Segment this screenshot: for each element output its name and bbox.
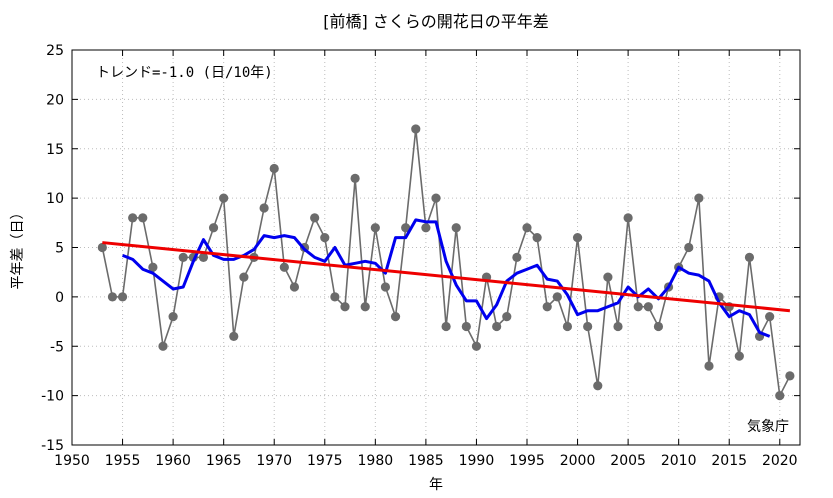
annual-point xyxy=(653,321,664,332)
annual-point xyxy=(441,321,451,332)
source-label: 気象庁 xyxy=(747,419,789,435)
annual-point xyxy=(694,193,704,203)
x-tick-label: 1995 xyxy=(509,453,545,469)
annual-point xyxy=(744,252,755,262)
annual-point xyxy=(279,262,289,272)
annual-point xyxy=(138,213,148,223)
annual-point xyxy=(492,321,502,332)
y-axis: -15 -10 -5 0 5 10 15 20 25 xyxy=(41,43,800,454)
annual-point xyxy=(330,292,340,302)
annual-point xyxy=(401,223,411,233)
y-tick-label: 5 xyxy=(55,241,64,257)
y-tick-label: 20 xyxy=(46,92,64,108)
annual-point xyxy=(583,321,593,332)
annual-point xyxy=(542,302,552,312)
annual-point xyxy=(178,252,188,262)
x-tick-label: 1985 xyxy=(408,453,444,469)
annual-point xyxy=(421,223,431,233)
annual-point xyxy=(350,173,360,183)
annual-point xyxy=(603,272,613,282)
annual-point xyxy=(613,321,623,332)
x-axis-label: 年 xyxy=(429,477,443,493)
annual-point xyxy=(765,312,775,322)
annual-point xyxy=(239,272,249,282)
annual-point xyxy=(370,223,380,233)
annual-point xyxy=(289,282,300,292)
annual-point xyxy=(360,302,370,312)
annual-point xyxy=(684,242,694,253)
trend-annotation: トレンド=-1.0 (日/10年) xyxy=(96,65,273,81)
x-axis: 1950 1955 1960 1965 1970 1975 1980 1985 1990 1995… xyxy=(54,50,798,469)
y-tick-label: -15 xyxy=(41,438,64,454)
x-tick-label: 2005 xyxy=(610,453,646,469)
y-tick-label: 25 xyxy=(46,43,64,59)
annual-point xyxy=(633,302,643,312)
annual-point xyxy=(471,341,482,351)
annual-point xyxy=(208,223,219,233)
trend-line xyxy=(102,241,791,313)
moving-average-line xyxy=(122,218,771,338)
annual-point xyxy=(229,331,239,341)
x-tick-label: 2015 xyxy=(711,453,747,469)
trend-series xyxy=(102,241,791,313)
annual-point xyxy=(97,242,107,253)
annual-point xyxy=(380,282,391,292)
annual-point xyxy=(785,371,795,381)
x-tick-label: 2020 xyxy=(762,453,798,469)
y-tick-label: 10 xyxy=(46,191,64,207)
annual-point xyxy=(411,124,421,134)
annual-point xyxy=(158,341,168,351)
annual-point xyxy=(198,252,209,262)
annual-point xyxy=(512,252,522,262)
annual-point xyxy=(390,312,401,322)
x-tick-label: 1950 xyxy=(54,453,90,469)
annual-point xyxy=(522,223,532,233)
y-axis-label: 平年差（日） xyxy=(10,206,26,290)
annual-point xyxy=(259,203,269,213)
annual-point xyxy=(572,233,583,243)
annual-point xyxy=(623,213,633,223)
annual-point xyxy=(451,223,461,233)
annual-point xyxy=(148,262,158,272)
annual-point xyxy=(219,193,229,203)
annual-point xyxy=(117,292,128,302)
annual-point xyxy=(562,321,573,332)
annual-point xyxy=(593,381,603,391)
annual-point xyxy=(734,351,744,361)
annual-point xyxy=(552,292,562,302)
annual-point xyxy=(704,361,714,371)
chart-title: [前橋] さくらの開花日の平年差 xyxy=(323,12,549,31)
annual-point xyxy=(502,312,512,322)
x-tick-label: 2010 xyxy=(661,453,697,469)
x-tick-label: 1960 xyxy=(155,453,191,469)
annual-point xyxy=(128,213,138,223)
moving-average-series xyxy=(122,218,771,338)
x-tick-label: 1965 xyxy=(206,453,242,469)
annual-point xyxy=(320,233,330,243)
y-tick-label: 15 xyxy=(46,142,64,158)
y-tick-label: -10 xyxy=(41,389,64,405)
x-tick-label: 1970 xyxy=(256,453,292,469)
annual-point xyxy=(775,391,785,401)
annual-point xyxy=(461,321,471,332)
annual-point xyxy=(643,302,653,312)
x-tick-label: 1990 xyxy=(459,453,495,469)
x-tick-label: 1955 xyxy=(105,453,141,469)
x-tick-label: 1975 xyxy=(307,453,343,469)
x-tick-label: 1980 xyxy=(358,453,394,469)
annual-point xyxy=(310,213,320,223)
y-tick-label: 0 xyxy=(55,290,64,306)
annual-point xyxy=(340,302,350,312)
annual-point xyxy=(107,292,118,302)
annual-point xyxy=(431,193,441,203)
annual-point xyxy=(168,312,178,322)
annual-point xyxy=(269,163,279,174)
annual-point xyxy=(532,233,542,243)
y-tick-label: -5 xyxy=(50,339,64,355)
x-tick-label: 2000 xyxy=(560,453,596,469)
